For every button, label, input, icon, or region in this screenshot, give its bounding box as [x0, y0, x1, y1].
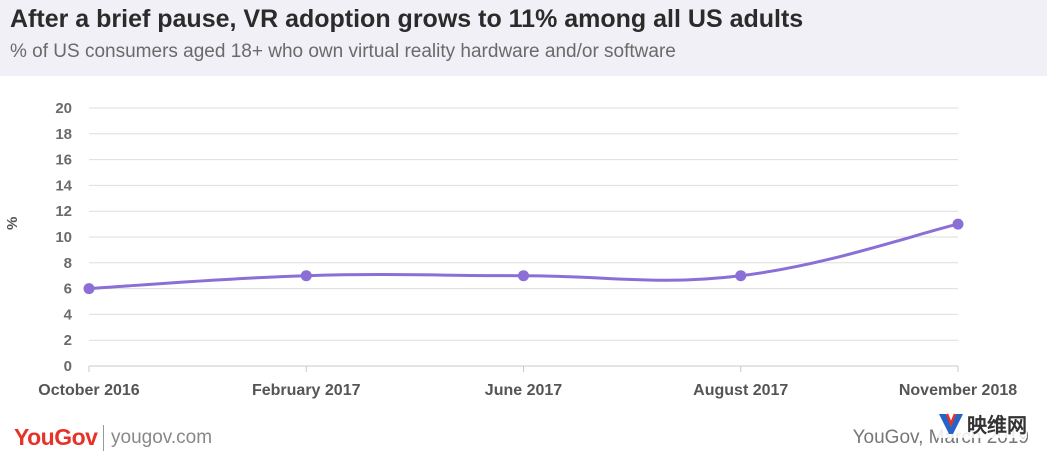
chart-title: After a brief pause, VR adoption grows t… [10, 5, 804, 33]
chart-header: After a brief pause, VR adoption grows t… [0, 0, 1047, 76]
x-tick-label: August 2017 [693, 382, 788, 399]
watermark-text: 映维网 [967, 413, 1027, 437]
yougov-logo: YouGov [14, 424, 98, 450]
data-point [735, 270, 747, 282]
y-tick-label: 6 [64, 281, 72, 298]
footer-divider [103, 425, 104, 451]
footer-url[interactable]: yougov.com [111, 427, 213, 448]
data-point [952, 218, 964, 230]
data-point [83, 283, 95, 295]
y-tick-label: 4 [64, 306, 73, 323]
watermark: 映维网 [938, 409, 1027, 438]
y-tick-label: 2 [64, 332, 72, 349]
chart-subtitle: % of US consumers aged 18+ who own virtu… [10, 41, 676, 62]
line-chart: 0 2 4 6 8 10 12 14 16 18 20 October 2016 February 20… [38, 100, 1017, 399]
y-tick-label: 16 [55, 152, 72, 169]
data-point [518, 270, 529, 282]
y-tick-label: 12 [55, 203, 72, 220]
data-point [300, 270, 312, 282]
watermark-logo-icon [939, 413, 963, 434]
x-tick-label: February 2017 [252, 382, 361, 399]
y-tick-label: 14 [55, 177, 72, 194]
x-tick-label: June 2017 [485, 382, 562, 399]
x-tick-label: November 2018 [899, 382, 1017, 399]
y-tick-label: 10 [55, 229, 72, 246]
y-tick-label: 18 [55, 126, 72, 143]
x-tick-label: October 2016 [38, 382, 139, 399]
y-axis-label: % [4, 216, 21, 230]
y-tick-label: 0 [64, 358, 72, 375]
y-tick-label: 8 [64, 255, 72, 272]
y-tick-label: 20 [55, 100, 72, 117]
